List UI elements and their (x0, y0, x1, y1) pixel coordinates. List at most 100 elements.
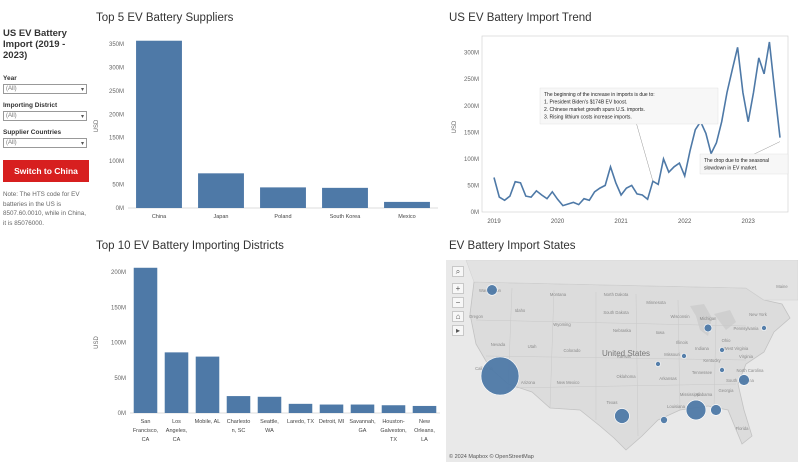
state-bubble[interactable] (738, 374, 750, 386)
district-category-label: Angeles, (166, 428, 188, 434)
state-bubble[interactable] (685, 399, 707, 421)
state-bubble[interactable] (655, 361, 661, 367)
country-label: United States (602, 349, 650, 358)
filter-year: Year (All) ▾ (3, 75, 89, 94)
year-dropdown-value: (All) (6, 86, 17, 92)
district-bar[interactable] (288, 403, 313, 413)
state-bubble[interactable] (480, 356, 520, 396)
district-ytick: 200M (111, 270, 126, 276)
district-dropdown[interactable]: (All) ▾ (3, 111, 87, 121)
zoom-in-icon[interactable]: + (452, 283, 464, 294)
district-bar[interactable] (195, 356, 220, 413)
district-bar[interactable] (350, 404, 375, 413)
district-category-label: New (419, 419, 430, 425)
supplier-ytick: 300M (109, 65, 124, 71)
state-label: Arizona (521, 380, 536, 385)
district-category-label: TX (390, 437, 397, 443)
supplier-category-label: South Korea (330, 214, 362, 220)
state-bubble[interactable] (660, 416, 668, 424)
state-label: Louisiana (667, 404, 686, 409)
district-category-label: WA (265, 428, 274, 434)
district-bar[interactable] (257, 396, 282, 413)
play-icon[interactable]: ▸ (452, 325, 464, 336)
state-label: New Mexico (557, 380, 580, 385)
district-bar[interactable] (412, 405, 437, 413)
supplier-category-label: China (152, 214, 167, 220)
zoom-out-icon[interactable]: − (452, 297, 464, 308)
year-dropdown[interactable]: (All) ▾ (3, 84, 87, 94)
district-dropdown-value: (All) (6, 113, 17, 119)
annotation-box (699, 153, 789, 175)
supplier-bar[interactable] (136, 40, 182, 208)
district-bar[interactable] (381, 405, 406, 413)
state-bubble[interactable] (761, 325, 767, 331)
state-label: Tennessee (692, 370, 713, 375)
supplier-ytick: 50M (112, 183, 124, 189)
map-canvas[interactable]: WashingtonOregonIdahoMontanaNorth Dakota… (446, 260, 798, 462)
trend-xtick: 2019 (487, 219, 501, 225)
state-bubble[interactable] (719, 347, 725, 353)
state-label: Alabama (696, 392, 713, 397)
state-label: South Dakota (603, 310, 629, 315)
state-bubble[interactable] (614, 408, 630, 424)
state-label: Illinois (676, 340, 688, 345)
district-category-label: Charlesto (227, 419, 251, 425)
state-bubble[interactable] (719, 367, 725, 373)
state-border (677, 299, 681, 411)
district-bar[interactable] (133, 267, 158, 413)
state-bubble[interactable] (710, 404, 722, 416)
district-category-label: Seattle, (260, 419, 279, 425)
district-ytick: 0M (118, 411, 126, 417)
district-bar[interactable] (319, 404, 344, 413)
district-ytick: 100M (111, 341, 126, 347)
import-trend-line-chart: 0M 50M 100M 150M 200M 250M 300M USD 2019 2020 2021… (452, 35, 789, 225)
supplier-bar[interactable] (198, 173, 244, 208)
search-icon[interactable]: ⌕ (452, 266, 464, 277)
import-states-map[interactable]: WashingtonOregonIdahoMontanaNorth Dakota… (446, 260, 798, 462)
state-border (713, 319, 717, 409)
state-label: New York (749, 312, 768, 317)
filter-district-label: Importing District (3, 102, 58, 109)
state-bubble[interactable] (486, 284, 498, 296)
state-label: Michigan (700, 316, 717, 321)
state-label: Indiana (695, 346, 709, 351)
annotation-text: The drop due to the seasonal (704, 158, 769, 164)
supplier-ylabel: USD (94, 119, 100, 132)
annotation-text: 2. Chinese market growth spurs U.S. impo… (544, 107, 645, 113)
supplier-bar[interactable] (260, 187, 306, 208)
supplier-category-label: Poland (274, 214, 291, 220)
state-label: Oregon (469, 314, 484, 319)
state-bubble[interactable] (703, 323, 713, 333)
district-bar[interactable] (226, 396, 251, 413)
state-border (475, 319, 747, 327)
supplier-bar[interactable] (384, 201, 430, 208)
state-label: Montana (550, 292, 567, 297)
state-label: Oklahoma (616, 374, 636, 379)
state-label: Nevada (491, 342, 506, 347)
districts-bar-chart: 0M 50M 100M 150M 200M USD San Francisco, CA Los An… (94, 267, 440, 443)
supplier-category-label: Mexico (398, 214, 415, 220)
home-icon[interactable]: ⌂ (452, 311, 464, 322)
dashboard-title: US EV Battery Import (2019 - 2023) (3, 28, 67, 61)
annotation-text: The beginning of the increase in imports… (544, 92, 655, 98)
switch-to-china-button[interactable]: Switch to China (3, 160, 89, 182)
trend-series-line[interactable] (493, 41, 781, 207)
district-category-label: San (141, 419, 151, 425)
district-bar[interactable] (164, 352, 189, 413)
state-label: Idaho (515, 308, 526, 313)
supplier-ytick: 0M (116, 206, 124, 212)
supplier-dropdown[interactable]: (All) ▾ (3, 138, 87, 148)
state-bubble[interactable] (681, 353, 687, 359)
supplier-ytick: 200M (109, 112, 124, 118)
district-ytick: 150M (111, 305, 126, 311)
state-label: Georgia (719, 388, 735, 393)
state-border (549, 289, 555, 409)
annotation-text: slowdown in EV market. (704, 166, 757, 172)
supplier-bar[interactable] (322, 187, 368, 208)
trend-plot-frame (481, 35, 789, 213)
suppliers-bar-chart: 0M 50M 100M 150M 200M 250M 300M 350M USD China Jap… (94, 40, 438, 220)
state-label: Wisconsin (670, 314, 690, 319)
district-category-label: GA (359, 428, 367, 434)
state-label: Texas (607, 400, 618, 405)
map-toolbar: ⌕ + − ⌂ ▸ (452, 266, 464, 339)
